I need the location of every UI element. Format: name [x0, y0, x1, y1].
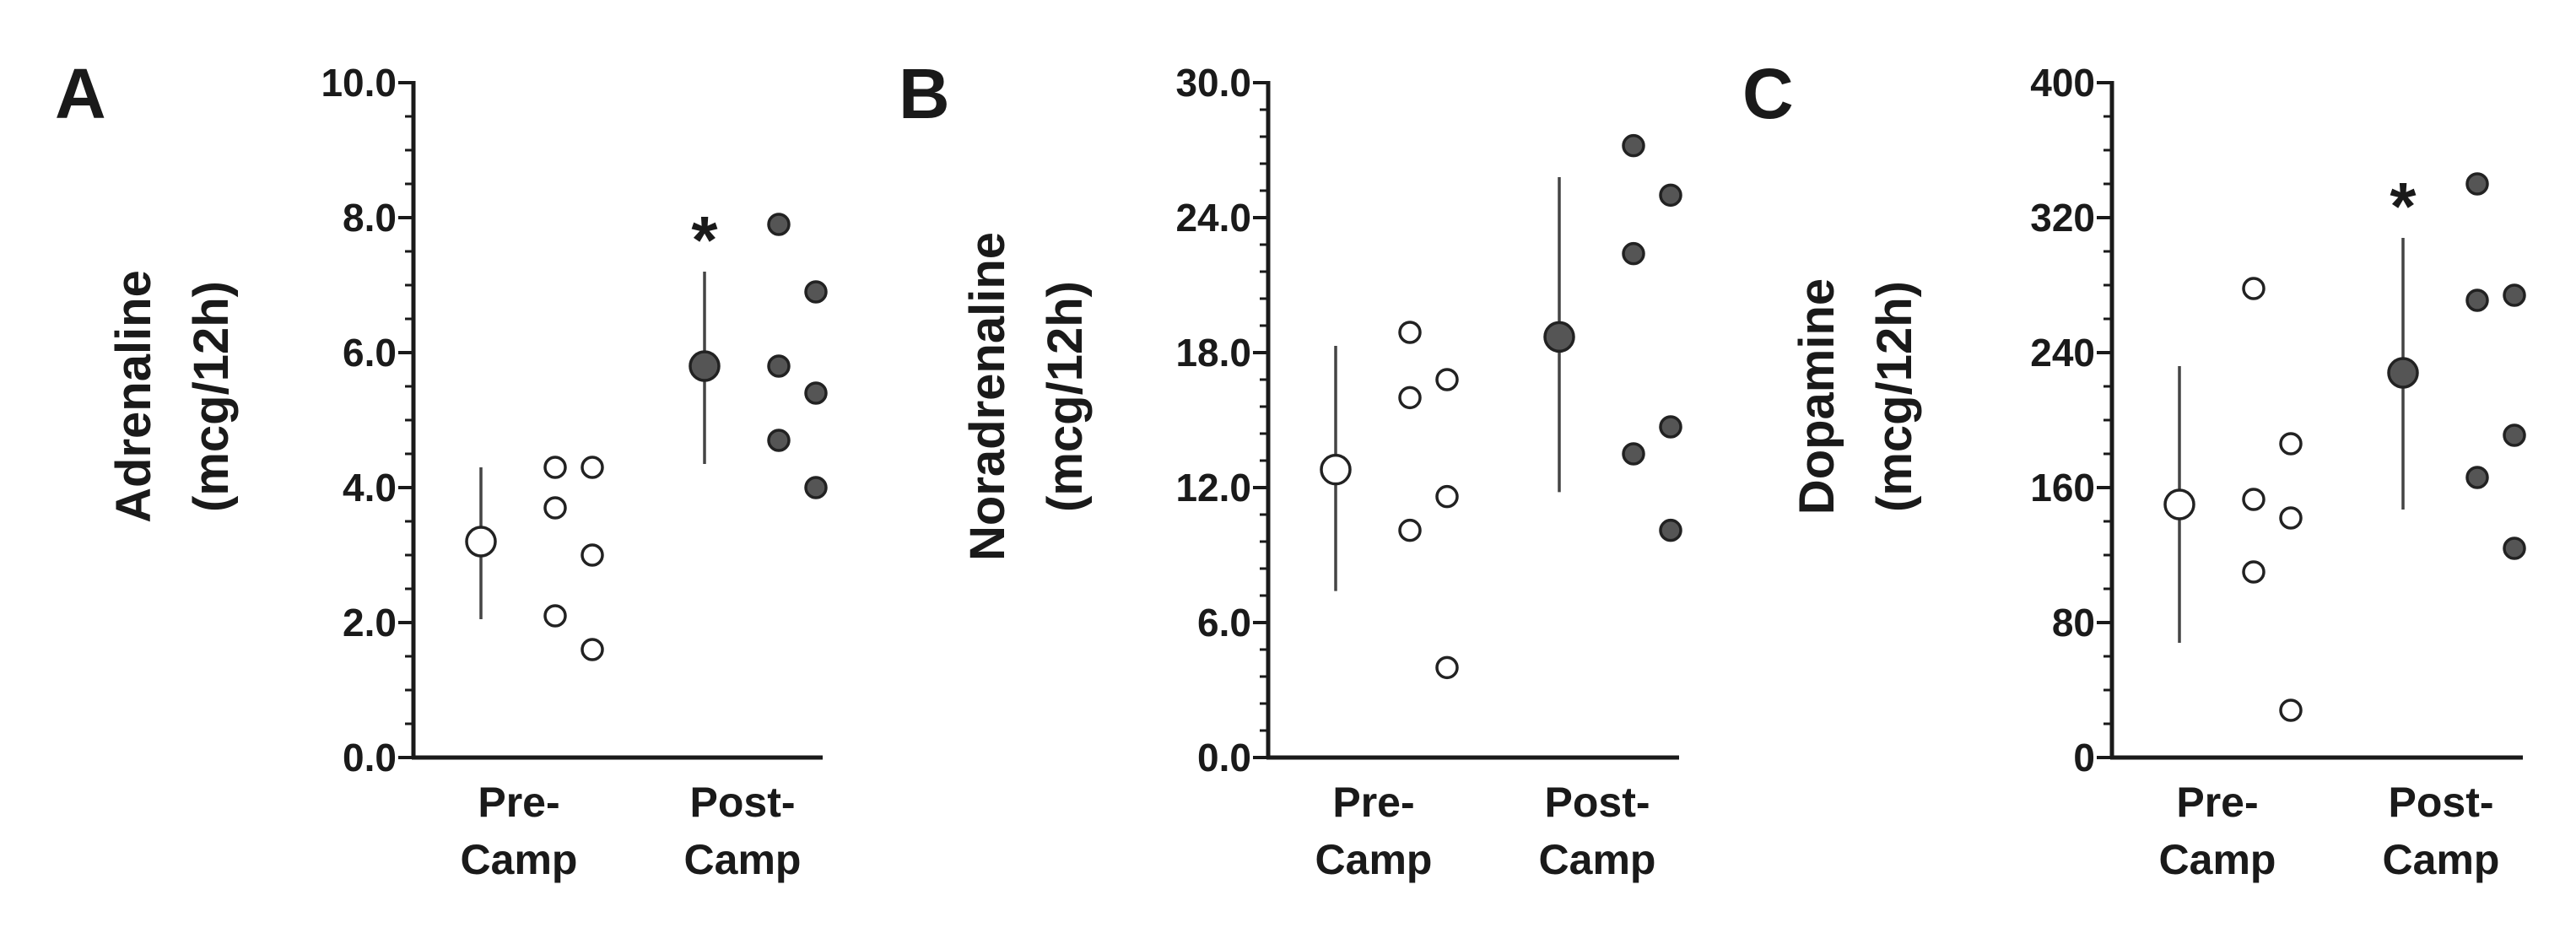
panel-b: B Noradrenaline (mcg/12h) 0.0 6.0 12.0 18.0 24.…: [899, 54, 1682, 883]
data-point: [543, 496, 567, 520]
panel-letter: C: [1742, 54, 1794, 133]
y-tick-label: 30.0: [1175, 61, 1251, 105]
data-point: [1398, 386, 1422, 410]
y-tick-label: 4.0: [343, 466, 397, 510]
y-tick-label: 18.0: [1175, 331, 1251, 375]
x-tick-label: Camp: [2159, 836, 2276, 883]
data-point: [1659, 183, 1682, 208]
data-point: [581, 456, 604, 479]
data-point: [1398, 518, 1422, 542]
data-point: [2242, 560, 2265, 584]
y-tick-label: 6.0: [1197, 601, 1251, 644]
data-point: [1622, 133, 1645, 158]
data-point: [2242, 488, 2265, 511]
data-point: [1435, 368, 1459, 391]
data-point: [2503, 283, 2526, 307]
data-point: [2465, 466, 2489, 489]
mean-marker: [465, 526, 497, 558]
x-tick-label: Camp: [1315, 836, 1433, 883]
data-point: [1622, 442, 1645, 466]
y-tick-label: 10.0: [321, 61, 397, 105]
y-tick-label: 2.0: [343, 601, 397, 644]
y-axis-unit-label: (mcg/12h): [1867, 281, 1922, 512]
data-point: [2279, 506, 2303, 530]
mean-marker: [1320, 453, 1352, 486]
x-tick-label: Post-: [2389, 779, 2494, 826]
x-tick-label: Post-: [690, 779, 796, 826]
y-tick-label: 320: [2030, 196, 2095, 240]
y-axis-label: Noradrenaline: [960, 232, 1015, 561]
panel-c: C Dopamine (mcg/12h) 0 80 160 240 320 400 Pre- Cam…: [1742, 54, 2526, 883]
data-point: [581, 543, 604, 567]
data-point: [1659, 518, 1682, 542]
data-point: [2503, 423, 2526, 447]
y-tick-label: 6.0: [343, 331, 397, 375]
mean-marker: [2387, 357, 2419, 389]
data-point: [2242, 277, 2265, 300]
x-tick-label: Pre-: [2176, 779, 2258, 826]
y-tick-label: 240: [2030, 331, 2095, 375]
data-point: [804, 476, 828, 499]
y-tick-label: 400: [2030, 61, 2095, 105]
y-tick-label: 0.0: [343, 736, 397, 779]
y-tick-label: 0: [2073, 736, 2095, 779]
y-tick-label: 12.0: [1175, 466, 1251, 510]
data-point: [1659, 415, 1682, 439]
data-point: [1622, 241, 1645, 266]
significance-marker: *: [2390, 169, 2417, 244]
panel-letter: B: [899, 54, 950, 133]
significance-marker: *: [691, 202, 718, 278]
data-point: [2279, 698, 2303, 722]
data-point: [2465, 172, 2489, 196]
data-point: [804, 381, 828, 405]
data-point: [1435, 484, 1459, 509]
y-axis-unit-label: (mcg/12h): [184, 281, 239, 512]
data-point: [2503, 537, 2526, 560]
data-point: [804, 280, 828, 304]
data-point: [1398, 321, 1422, 344]
y-tick-label: 24.0: [1175, 196, 1251, 240]
mean-marker: [689, 350, 721, 382]
data-point: [581, 638, 604, 661]
x-tick-label: Post-: [1545, 779, 1650, 826]
panel-a: A Adrenaline (mcg/12h) 0.0 2.0 4.0 6.0 8.0 10.0 P…: [55, 54, 828, 883]
data-point: [1435, 655, 1459, 680]
y-tick-label: 160: [2030, 466, 2095, 510]
y-tick-label: 80: [2052, 601, 2095, 644]
y-axis-label: Adrenaline: [106, 270, 161, 523]
data-point: [2465, 289, 2489, 312]
y-tick-label: 8.0: [343, 196, 397, 240]
x-tick-label: Camp: [684, 836, 802, 883]
x-tick-label: Pre-: [1332, 779, 1414, 826]
data-point: [767, 213, 791, 236]
y-axis-unit-label: (mcg/12h): [1038, 281, 1093, 512]
y-tick-label: 0.0: [1197, 736, 1251, 779]
x-tick-label: Camp: [1539, 836, 1656, 883]
x-tick-label: Pre-: [478, 779, 559, 826]
data-point: [767, 429, 791, 452]
y-axis-label: Dopamine: [1790, 278, 1844, 515]
x-tick-label: Camp: [461, 836, 578, 883]
panel-letter: A: [55, 54, 106, 133]
mean-marker: [2163, 488, 2195, 520]
data-point: [767, 354, 791, 378]
data-point: [2279, 432, 2303, 456]
data-point: [543, 604, 567, 628]
mean-marker: [1543, 321, 1575, 353]
x-tick-label: Camp: [2383, 836, 2500, 883]
data-point: [543, 456, 567, 479]
